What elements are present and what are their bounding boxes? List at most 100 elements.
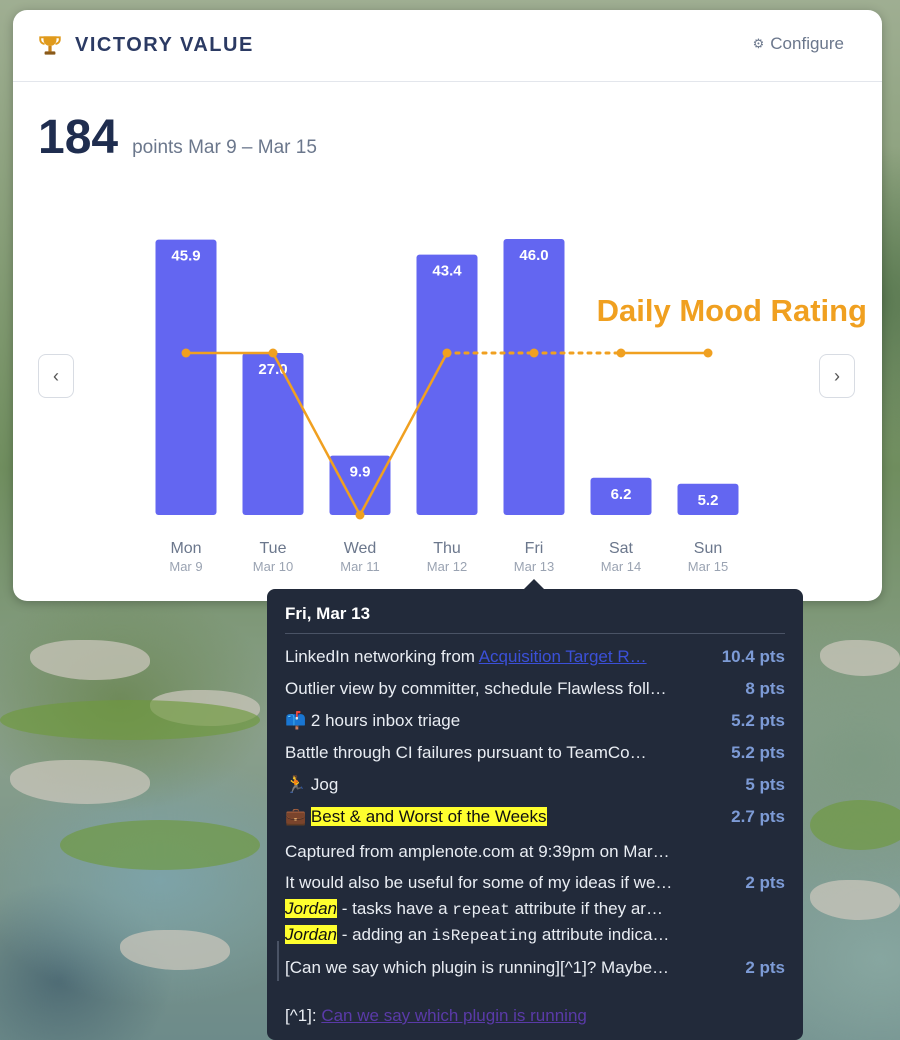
total-points: 184 [38,111,119,164]
bar-value-label: 5.2 [698,492,719,509]
prev-week-button[interactable]: ‹ [38,354,74,398]
task-text: LinkedIn networking from [285,647,479,666]
mailbox-icon: 📫 [285,711,307,730]
tooltip-title: Fri, Mar 13 [285,604,371,623]
x-tick-day: Fri [525,540,544,557]
next-week-button[interactable]: › [819,354,855,398]
x-tick-day: Tue [260,540,287,557]
victory-value-card: VICTORY VALUE ⚙ Configure 184 points Mar… [13,10,882,601]
x-tick-day: Wed [344,540,377,557]
bar-thu[interactable] [416,254,478,515]
footnote-label: [^1]: [285,1006,322,1025]
task-row: LinkedIn networking from Acquisition Tar… [285,647,785,667]
bar-sat[interactable] [590,477,652,515]
bar-fri[interactable] [503,239,565,515]
footnote: [^1]: Can we say which plugin is running [285,1006,587,1026]
chevron-left-icon: ‹ [53,365,59,386]
note-text: - tasks have a [336,899,453,918]
x-tick-day: Sat [609,540,634,557]
task-points: 2 pts [745,958,785,977]
background-rock [10,760,150,804]
bar-mon[interactable] [155,239,217,515]
mood-point [181,348,191,358]
x-tick-day: Sun [694,540,722,557]
code-span: repeat [452,901,510,919]
code-span: isRepeating [431,927,538,945]
day-detail-tooltip: Fri, Mar 13 LinkedIn networking from Acq… [267,579,803,1040]
tooltip-arrow [523,579,545,590]
trophy-icon [39,35,61,55]
x-tick-date: Mar 11 [340,559,380,574]
mood-point [703,348,713,358]
mention-name: Jordan [285,899,337,918]
mention-name: Jordan [285,925,337,944]
x-tick-date: Mar 10 [253,559,293,574]
task-points: 5.2 pts [731,711,785,730]
task-text: [Can we say which plugin is running][^1]… [285,958,670,977]
x-tick-date: Mar 15 [688,559,728,574]
bar-tue[interactable] [242,353,304,515]
task-row: [Can we say which plugin is running][^1]… [285,958,785,978]
x-tick-date: Mar 13 [514,559,554,574]
task-text: Battle through CI failures pursuant to T… [285,743,647,762]
background-rock [120,930,230,970]
bar-value-label: 6.2 [611,486,632,503]
background-rock [810,880,900,920]
tooltip-divider [285,633,785,634]
task-points: 2 pts [745,873,785,892]
x-tick-day: Mon [170,540,201,557]
runner-icon: 🏃 [285,775,307,794]
x-tick-date: Mar 9 [169,559,202,574]
task-text: 2 hours inbox triage [310,711,461,730]
task-row: Outlier view by committer, schedule Flaw… [285,679,785,699]
date-range: points Mar 9 – Mar 15 [132,137,317,158]
task-points: 5 pts [745,775,785,794]
mood-line-segment [271,352,362,516]
note-text: Captured from amplenote.com at 9:39pm on… [285,842,670,861]
bar-wed[interactable] [329,455,391,515]
mood-point [616,348,626,358]
note-text: attribute if they ar… [509,899,663,918]
mood-point [529,348,539,358]
task-text: It would also be useful for some of my i… [285,873,673,892]
configure-label: Configure [770,34,844,53]
task-points: 8 pts [745,679,785,698]
task-row: Battle through CI failures pursuant to T… [285,743,785,763]
task-link[interactable]: Acquisition Target R… [478,647,647,666]
task-highlight: Best & and Worst of the Weeks [310,807,547,826]
bar-value-label: 43.4 [432,263,462,280]
mood-line-segment [358,352,449,516]
chevron-right-icon: › [834,365,840,386]
task-row: 🏃 Jog 5 pts [285,775,785,795]
background-grass [60,820,260,870]
x-tick-day: Thu [433,540,461,557]
mood-point [442,348,452,358]
x-tick-date: Mar 12 [427,559,467,574]
bar-value-label: 45.9 [171,248,200,265]
task-row: 📫 2 hours inbox triage 5.2 pts [285,711,785,731]
background-grass [810,800,900,850]
bar-sun[interactable] [677,483,739,515]
briefcase-icon: 💼 [285,807,307,826]
mood-series-label: Daily Mood Rating [597,293,867,328]
configure-button[interactable]: ⚙ Configure [753,34,844,54]
task-row: 💼 Best & and Worst of the Weeks 2.7 pts [285,807,785,827]
bar-value-label: 46.0 [519,247,548,264]
mood-point [355,510,365,520]
task-points: 5.2 pts [731,743,785,762]
footnote-link[interactable]: Can we say which plugin is running [321,1006,587,1025]
mood-point [268,348,278,358]
background-rock [820,640,900,676]
note-text: - adding an [336,925,432,944]
background-grass [0,700,260,740]
card-title: VICTORY VALUE [75,34,254,56]
note-text: attribute indica… [537,925,670,944]
bar-value-label: 9.9 [350,464,371,481]
background-rock [30,640,150,680]
summary: 184 points Mar 9 – Mar 15 [38,110,317,165]
task-text: Outlier view by committer, schedule Flaw… [285,679,667,698]
x-tick-date: Mar 14 [601,559,641,574]
task-text: Jog [310,775,339,794]
gear-icon: ⚙ [752,36,765,51]
